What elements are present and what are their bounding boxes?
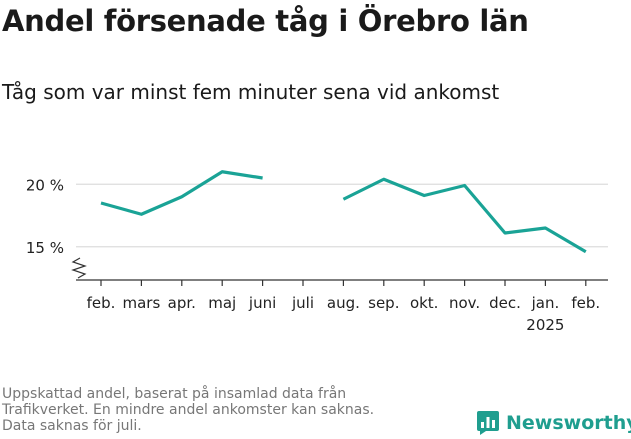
brand-name: Newsworthy [506, 412, 631, 434]
x-tick-label: maj [208, 294, 236, 312]
line-chart: 15 % 20 % feb. mars apr. maj juni juli aug. sep. o… [26, 170, 608, 334]
x-tick-label: juni [248, 294, 276, 312]
series-line [100, 170, 263, 216]
x-tick-label: feb. [87, 294, 116, 312]
x-tick-label: mars [123, 294, 161, 312]
x-tick-label: feb. [571, 294, 600, 312]
x-tick-label: aug. [327, 294, 360, 312]
footnote: Uppskattad andel, baserat på insamlad da… [2, 386, 432, 434]
footnote-line: Uppskattad andel, baserat på insamlad da… [2, 386, 347, 402]
y-tick-label: 15 % [26, 239, 64, 257]
x-tick-label: dec. [489, 294, 521, 312]
x-tick-label: sep. [368, 294, 399, 312]
x-tick-label: okt. [410, 294, 439, 312]
axis-break-icon [71, 257, 87, 279]
chart-subtitle: Tåg som var minst fem minuter sena vid a… [2, 80, 500, 104]
x-tick-label: jan. [531, 294, 560, 312]
x-tick-label: apr. [168, 294, 196, 312]
x-tick-label: juli [291, 294, 314, 312]
footnote-line: Trafikverket. En mindre andel ankomster … [2, 402, 375, 418]
chart-title: Andel försenade tåg i Örebro län [2, 4, 529, 38]
series-line [342, 177, 587, 254]
year-label: 2025 [526, 316, 564, 334]
newsworthy-logo: Newsworthy [476, 409, 631, 437]
bar-chart-icon [477, 411, 499, 435]
x-tick-label: nov. [449, 294, 480, 312]
y-tick-label: 20 % [26, 176, 64, 194]
footnote-line: Data saknas för juli. [2, 418, 142, 434]
